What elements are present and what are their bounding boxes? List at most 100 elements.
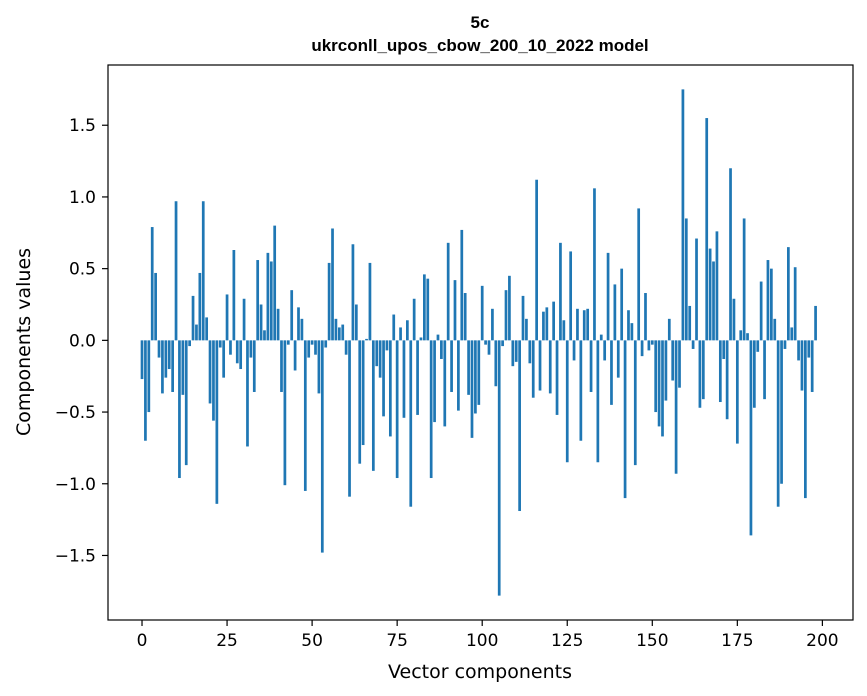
x-tick-label: 75 — [386, 631, 408, 651]
bar — [603, 340, 607, 361]
x-tick-label: 150 — [636, 631, 668, 651]
plot-frame — [107, 64, 854, 621]
bar — [249, 340, 253, 358]
bar — [161, 340, 164, 394]
bar — [293, 340, 297, 371]
bar — [514, 340, 518, 362]
bar — [358, 340, 362, 464]
bar — [344, 340, 348, 355]
x-tick-label: 100 — [466, 631, 498, 651]
bar — [511, 340, 515, 367]
bar — [521, 295, 525, 341]
bar — [562, 320, 566, 341]
bar — [555, 340, 559, 415]
bar — [256, 260, 260, 341]
bar — [144, 340, 147, 441]
bar — [671, 340, 675, 381]
bar — [644, 293, 647, 341]
bar — [320, 340, 324, 553]
bar — [212, 340, 215, 421]
bar — [225, 294, 229, 341]
bar — [276, 308, 280, 341]
bar — [331, 228, 334, 341]
bar — [691, 340, 695, 349]
bar — [440, 340, 443, 359]
bar — [341, 324, 345, 341]
bar — [640, 340, 644, 357]
bar — [582, 310, 586, 341]
bar — [385, 340, 389, 351]
bar — [742, 218, 746, 341]
bar — [229, 340, 232, 355]
bar — [178, 340, 181, 479]
bar — [252, 340, 256, 392]
bar — [354, 304, 358, 341]
bar — [763, 340, 766, 400]
bar — [337, 327, 341, 341]
bar — [497, 340, 501, 596]
x-axis-label: Vector components — [388, 661, 572, 683]
bar — [701, 340, 705, 400]
bar — [286, 340, 290, 345]
bar — [633, 340, 637, 466]
bar — [681, 89, 685, 341]
bar — [593, 188, 596, 341]
x-axis-ticks: 0 25 50 75 100 125 150 175 200 — [137, 620, 839, 651]
bar — [242, 298, 246, 341]
bar — [263, 330, 266, 341]
bar — [616, 340, 620, 378]
bar — [215, 340, 219, 504]
bar — [552, 301, 555, 341]
bar — [776, 340, 780, 507]
bar — [790, 327, 794, 341]
bar — [280, 340, 283, 392]
bar — [620, 268, 624, 341]
bar — [572, 340, 576, 361]
bar — [361, 340, 365, 446]
bar — [759, 281, 763, 341]
x-tick-label: 0 — [137, 631, 148, 651]
bar — [314, 340, 317, 355]
bar — [205, 317, 209, 341]
bar — [783, 340, 787, 349]
bar — [157, 340, 161, 358]
bar — [518, 340, 521, 512]
bar — [807, 340, 811, 358]
bar — [453, 280, 457, 341]
bar — [579, 340, 583, 441]
bar — [273, 225, 277, 341]
bar — [300, 318, 304, 341]
bar — [674, 340, 678, 474]
bar — [147, 340, 151, 413]
bar — [729, 168, 732, 341]
bar — [718, 340, 722, 403]
bar — [303, 340, 307, 491]
y-tick-label: 0.5 — [69, 260, 96, 280]
bar — [559, 242, 562, 341]
x-tick-label: 50 — [301, 631, 323, 651]
bar — [613, 284, 617, 341]
y-tick-label: −1.5 — [55, 546, 96, 566]
bar — [545, 307, 549, 341]
bar — [525, 318, 528, 341]
bar — [365, 338, 368, 341]
bar — [542, 311, 545, 341]
bar — [412, 298, 416, 341]
bar — [246, 340, 249, 447]
bar — [399, 327, 402, 341]
bar — [780, 340, 783, 484]
bar — [368, 262, 372, 341]
bar — [409, 340, 413, 507]
bar — [450, 340, 453, 392]
bar — [351, 244, 355, 341]
bar — [232, 250, 236, 341]
bar — [695, 238, 698, 341]
bar — [140, 340, 144, 380]
bar — [504, 290, 508, 341]
bar — [606, 252, 610, 341]
bar — [531, 340, 535, 398]
x-tick-label: 200 — [806, 631, 838, 651]
y-tick-label: 0.0 — [69, 331, 96, 351]
bar — [705, 118, 709, 341]
bar — [623, 340, 627, 499]
